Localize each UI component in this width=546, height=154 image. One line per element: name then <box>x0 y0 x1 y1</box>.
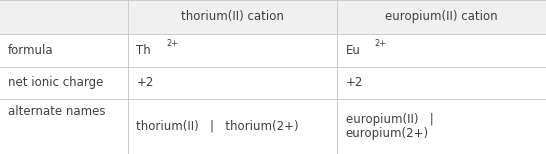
Text: formula: formula <box>8 44 54 57</box>
Text: europium(II) cation: europium(II) cation <box>385 10 498 23</box>
Text: Th: Th <box>136 44 151 57</box>
Bar <box>0 99 546 154</box>
Text: thorium(II)   |   thorium(2+): thorium(II) | thorium(2+) <box>136 120 299 133</box>
Text: europium(II)   |: europium(II) | <box>346 113 434 126</box>
Text: 2+: 2+ <box>167 39 179 48</box>
Text: +2: +2 <box>346 76 363 89</box>
Bar <box>0 67 546 99</box>
Text: Eu: Eu <box>346 44 360 57</box>
Bar <box>0 34 546 67</box>
Text: +2: +2 <box>136 76 154 89</box>
Bar <box>0 0 546 34</box>
Text: net ionic charge: net ionic charge <box>8 76 104 89</box>
Text: 2+: 2+ <box>374 39 386 48</box>
Text: thorium(II) cation: thorium(II) cation <box>181 10 284 23</box>
Text: europium(2+): europium(2+) <box>346 127 429 140</box>
Text: alternate names: alternate names <box>8 105 106 118</box>
